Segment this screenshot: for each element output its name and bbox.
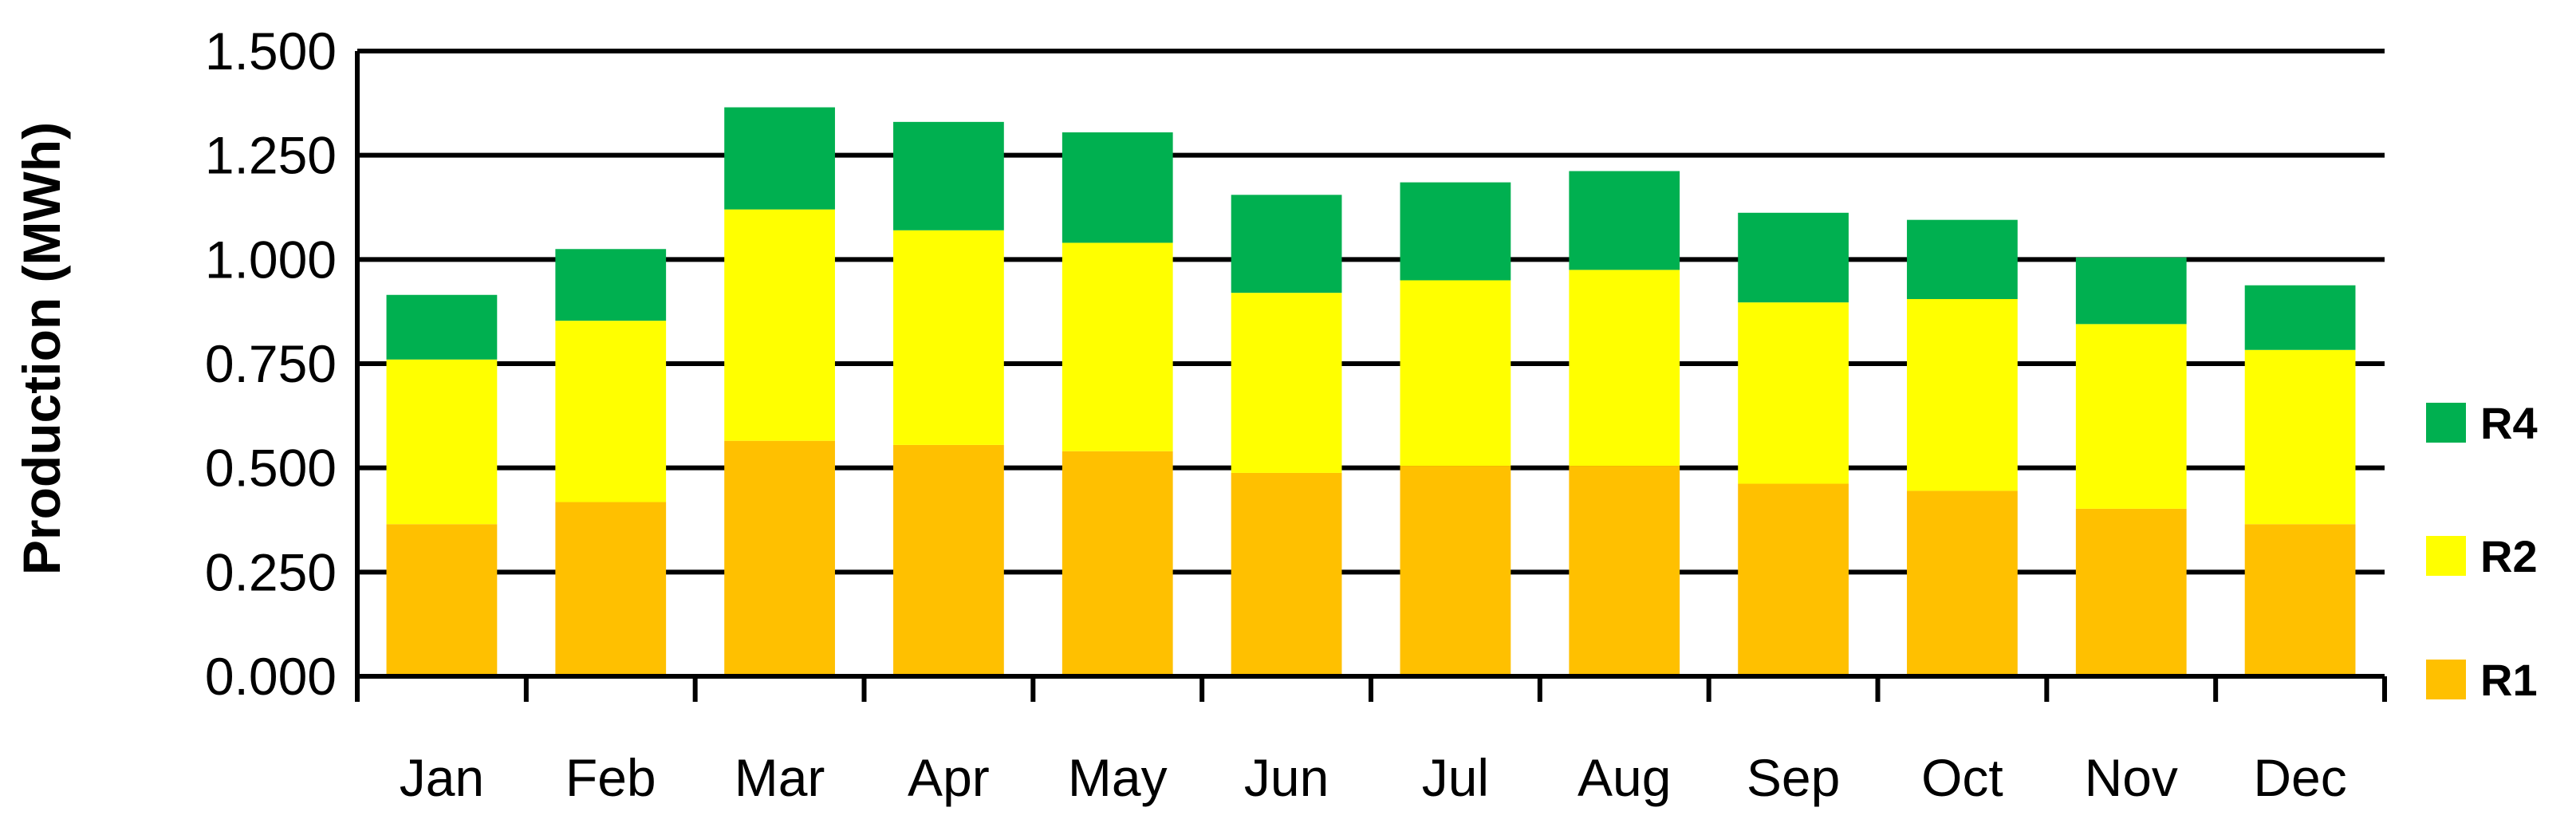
bar-segment-r2 — [555, 321, 667, 502]
bar-segment-r1 — [386, 524, 498, 676]
y-tick-label: 0.750 — [205, 334, 337, 393]
x-tick-label: Oct — [1921, 748, 2003, 807]
bar-segment-r4 — [1400, 182, 1511, 281]
bar-segment-r1 — [893, 444, 1004, 676]
bar-segment-r1 — [1907, 490, 2018, 676]
y-tick-label: 0.000 — [205, 647, 337, 706]
bar-segment-r1 — [1400, 466, 1511, 676]
bar-segment-r1 — [2075, 508, 2187, 676]
bar-segment-r1 — [1062, 451, 1173, 676]
legend: R4 R2 R1 — [2426, 398, 2538, 705]
bar-segment-r4 — [1907, 219, 2018, 299]
bar-segment-r4 — [1062, 132, 1173, 243]
x-tick-label: Nov — [2085, 748, 2178, 807]
bar-segment-r4 — [555, 249, 667, 321]
bar-segment-r2 — [2075, 324, 2187, 509]
bars — [386, 107, 2356, 676]
x-tick-label: May — [1068, 748, 1168, 807]
bar-segment-r2 — [1062, 242, 1173, 451]
x-tick-label: Jul — [1422, 748, 1489, 807]
y-tick-label: 1.500 — [205, 22, 337, 81]
bar-segment-r1 — [1231, 472, 1342, 676]
legend-label-r4: R4 — [2480, 398, 2538, 448]
y-axis-title: Production (MWh) — [12, 122, 71, 575]
bar-segment-r1 — [1738, 483, 1849, 676]
x-tick-label: Sep — [1747, 748, 1840, 807]
y-tick-label: 0.500 — [205, 439, 337, 498]
bar-segment-r4 — [386, 294, 498, 360]
bar-segment-r2 — [724, 209, 835, 441]
bar-segment-r4 — [2244, 285, 2356, 350]
bar-segment-r4 — [724, 107, 835, 210]
bar-segment-r4 — [1738, 212, 1849, 303]
bar-segment-r2 — [1569, 270, 1680, 467]
legend-label-r1: R1 — [2480, 655, 2538, 705]
bar-segment-r1 — [555, 502, 667, 676]
x-tick-label: Aug — [1578, 748, 1671, 807]
x-tick-label: Apr — [908, 748, 990, 807]
x-tick-label: Jun — [1244, 748, 1329, 807]
x-tick-label: Feb — [565, 748, 656, 807]
x-tick-label: Mar — [735, 748, 825, 807]
gridlines — [357, 49, 2385, 575]
bar-segment-r2 — [386, 359, 498, 525]
legend-label-r2: R2 — [2480, 531, 2538, 581]
bar-segment-r2 — [1907, 298, 2018, 491]
bar-segment-r2 — [1738, 302, 1849, 484]
y-tick-label: 1.000 — [205, 230, 337, 289]
bar-segment-r2 — [1231, 293, 1342, 473]
bar-segment-r2 — [893, 230, 1004, 445]
bar-segment-r1 — [724, 440, 835, 676]
bar-segment-r2 — [1400, 280, 1511, 467]
bar-segment-r2 — [2244, 349, 2356, 525]
legend-swatch-r2 — [2426, 536, 2466, 576]
x-tick-label: Dec — [2253, 748, 2346, 807]
y-tick-label: 1.250 — [205, 126, 337, 185]
legend-swatch-r1 — [2426, 660, 2466, 699]
bar-segment-r4 — [893, 121, 1004, 230]
bar-segment-r4 — [1569, 171, 1680, 270]
bar-segment-r4 — [1231, 195, 1342, 293]
y-tick-label: 0.250 — [205, 542, 337, 601]
bar-segment-r1 — [1569, 466, 1680, 676]
tick-labels: 0.000 0.250 0.500 0.750 1.000 1.250 1.500 Jan Fe… — [205, 22, 2347, 807]
axes — [355, 51, 2387, 702]
bar-segment-r4 — [2075, 257, 2187, 325]
x-tick-label: Jan — [400, 748, 484, 807]
bar-segment-r1 — [2244, 524, 2356, 676]
legend-swatch-r4 — [2426, 403, 2466, 443]
